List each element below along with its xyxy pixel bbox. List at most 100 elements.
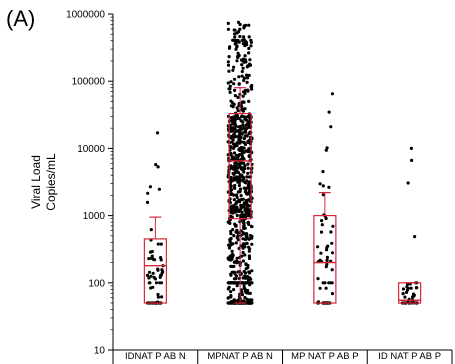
data-point — [243, 134, 247, 138]
data-point — [247, 254, 251, 258]
data-point — [229, 272, 233, 276]
data-point — [157, 187, 161, 191]
data-point — [235, 175, 239, 179]
data-point — [146, 191, 150, 195]
data-point — [247, 222, 251, 226]
data-point — [229, 264, 233, 268]
data-point — [233, 186, 237, 190]
data-point — [239, 126, 243, 130]
data-point — [238, 187, 243, 191]
data-point — [150, 249, 154, 254]
data-point — [321, 281, 325, 285]
data-point — [248, 125, 252, 130]
data-point — [237, 82, 241, 86]
data-point — [232, 167, 236, 171]
data-point — [233, 32, 237, 36]
data-point — [233, 94, 237, 98]
data-point — [240, 69, 244, 74]
data-point — [247, 187, 251, 191]
data-point — [240, 281, 244, 285]
data-point — [232, 264, 236, 268]
data-point — [247, 73, 251, 77]
data-point — [238, 175, 243, 179]
data-point — [248, 63, 253, 67]
data-point — [327, 185, 331, 189]
data-point — [249, 85, 253, 89]
data-point — [155, 131, 160, 135]
data-point — [236, 156, 240, 160]
data-point — [248, 281, 252, 285]
data-point — [240, 58, 244, 62]
data-point — [242, 137, 246, 141]
data-point — [236, 238, 240, 242]
data-point — [249, 277, 253, 281]
data-point — [245, 175, 249, 179]
x-axis: IDNAT P AB N MPNAT P AB N MP NAT P AB P ID … — [112, 349, 453, 364]
y-tick-label: 1000000 — [66, 10, 105, 21]
data-point — [401, 292, 405, 296]
data-point — [403, 295, 407, 299]
data-point — [236, 234, 240, 238]
data-point — [237, 178, 242, 182]
data-point — [247, 301, 251, 305]
data-point — [226, 81, 230, 85]
data-point — [236, 190, 240, 194]
data-point — [239, 219, 243, 223]
data-point — [234, 117, 238, 121]
data-point — [239, 203, 243, 207]
data-point — [321, 184, 325, 188]
data-point — [238, 27, 242, 31]
data-point — [234, 193, 239, 197]
data-point — [413, 235, 417, 239]
data-point — [228, 254, 232, 258]
data-point — [245, 179, 249, 183]
data-point — [330, 251, 335, 255]
data-point — [319, 230, 324, 234]
data-point — [145, 273, 150, 277]
data-point — [330, 268, 334, 272]
data-point — [242, 35, 246, 39]
data-point — [148, 185, 152, 189]
data-point — [244, 41, 248, 45]
data-point — [242, 78, 246, 83]
data-point — [404, 290, 409, 294]
data-point — [324, 265, 328, 269]
data-point — [238, 34, 242, 39]
data-point — [324, 286, 328, 290]
data-points — [145, 20, 419, 305]
data-point — [331, 224, 335, 228]
data-point — [248, 298, 252, 302]
data-point — [239, 194, 243, 198]
data-point — [239, 119, 243, 123]
data-point — [327, 110, 331, 114]
data-point — [236, 109, 240, 113]
data-point — [245, 207, 250, 211]
data-point — [247, 249, 251, 253]
data-point — [406, 282, 410, 286]
data-point — [235, 141, 239, 145]
data-point — [239, 140, 244, 144]
data-point — [242, 140, 246, 145]
data-point — [231, 68, 235, 72]
data-point — [232, 171, 236, 175]
data-point — [243, 253, 247, 257]
data-point — [231, 38, 235, 42]
data-point — [241, 66, 245, 70]
panel-label: (A) — [6, 6, 36, 31]
data-point — [327, 281, 331, 285]
data-point — [229, 164, 233, 168]
data-point — [228, 87, 232, 91]
data-point — [235, 284, 239, 288]
data-point — [229, 80, 233, 84]
y-tick-label: 10000 — [77, 144, 105, 155]
data-point — [228, 281, 232, 285]
data-point — [232, 281, 236, 285]
iqr-box — [228, 112, 252, 220]
data-point — [325, 248, 329, 252]
data-point — [406, 181, 410, 185]
data-point — [243, 237, 248, 242]
data-point — [158, 275, 162, 279]
data-point — [236, 30, 241, 34]
data-point — [234, 47, 238, 51]
data-point — [247, 291, 251, 295]
